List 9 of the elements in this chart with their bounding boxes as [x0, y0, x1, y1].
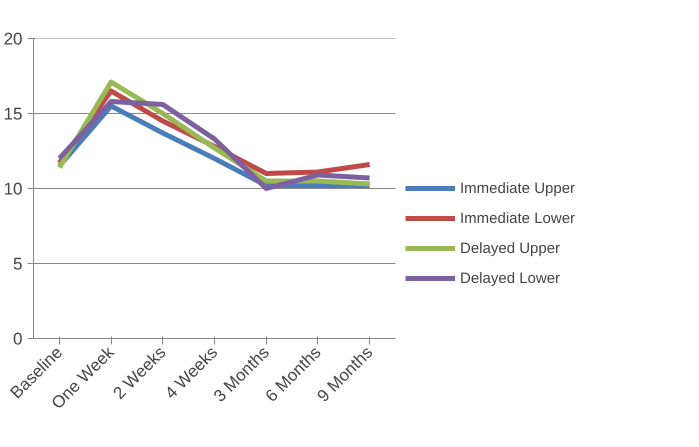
- legend-label: Immediate Lower: [460, 210, 576, 226]
- legend-label: Delayed Lower: [460, 270, 560, 286]
- legend-label: Immediate Upper: [460, 180, 576, 196]
- y-tick-label: 20: [4, 30, 23, 48]
- y-tick-label: 5: [13, 254, 23, 274]
- y-tick-label: 10: [4, 180, 23, 198]
- legend-label: Delayed Upper: [460, 240, 560, 256]
- y-tick-label: 15: [4, 104, 23, 124]
- y-tick-label: 0: [13, 330, 23, 348]
